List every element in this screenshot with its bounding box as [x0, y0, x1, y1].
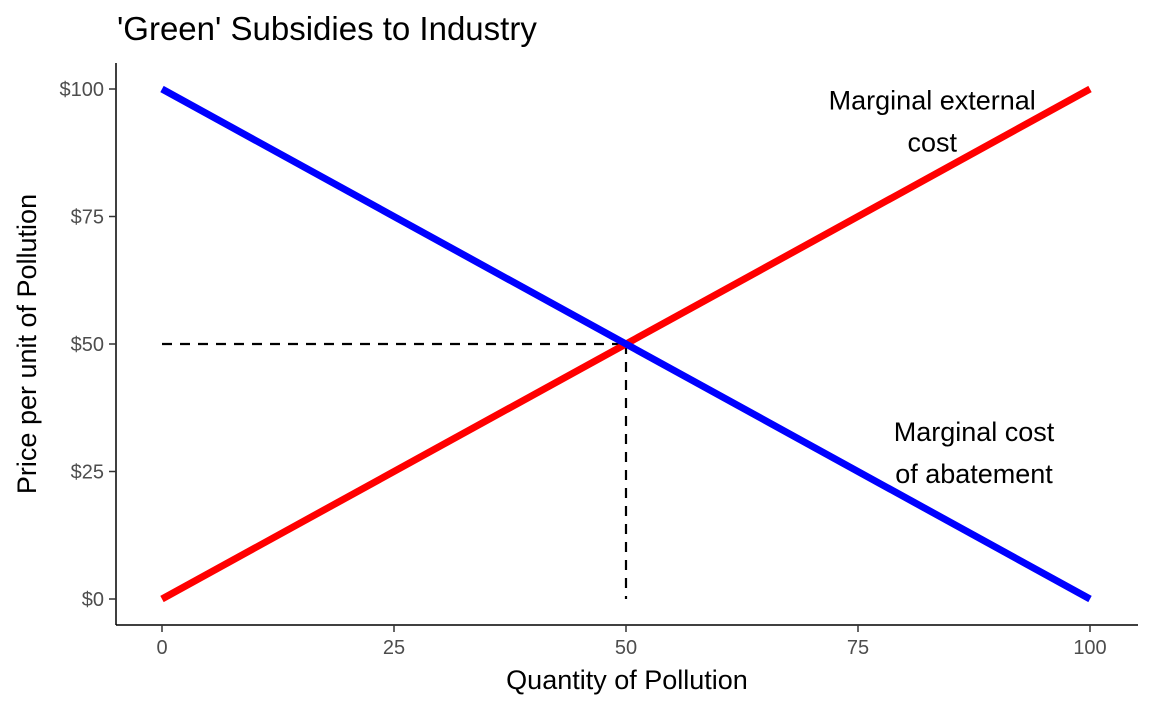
- x-axis-title: Quantity of Pollution: [506, 665, 748, 695]
- y-tick-label: $75: [71, 207, 104, 229]
- annotations: Marginal external cost Marginal cost of aba…: [829, 85, 1055, 489]
- annotation-1-line-1: Marginal external: [829, 85, 1036, 115]
- x-tick-label: 0: [156, 637, 167, 659]
- reference-lines: [162, 342, 628, 599]
- annotation-1-line-2: cost: [907, 127, 957, 157]
- y-tick-label: $0: [82, 589, 104, 611]
- annotation-2-line-2: of abatement: [895, 459, 1053, 489]
- y-tick-label: $100: [60, 79, 105, 101]
- x-tick-label: 25: [383, 637, 405, 659]
- chart-title: 'Green' Subsidies to Industry: [117, 10, 537, 47]
- y-tick-label: $25: [71, 462, 104, 484]
- x-tick-label: 50: [615, 637, 637, 659]
- x-tick-label: 75: [847, 637, 869, 659]
- y-axis-title: Price per unit of Pollution: [12, 194, 42, 494]
- series-lines: [160, 85, 1092, 603]
- series-line-marginal-cost-of-abatement: [160, 85, 1092, 603]
- y-axis-ticks: $0 $25 $50 $75 $100: [60, 79, 116, 611]
- x-axis-ticks: 0 25 50 75 100: [156, 625, 1107, 659]
- annotation-2-line-1: Marginal cost: [894, 417, 1055, 447]
- y-tick-label: $50: [71, 334, 104, 356]
- x-tick-label: 100: [1073, 637, 1106, 659]
